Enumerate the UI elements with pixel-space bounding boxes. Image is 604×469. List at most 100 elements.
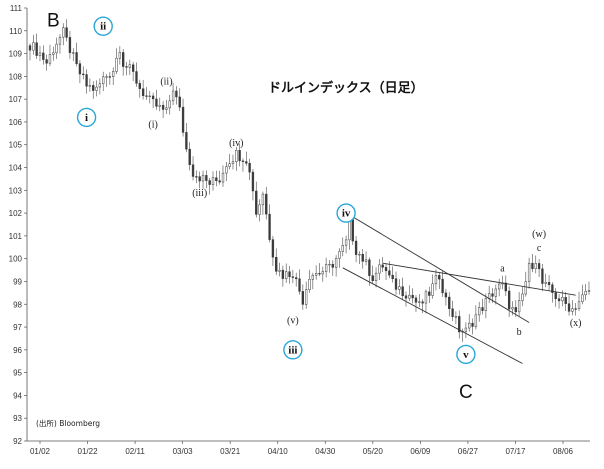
candle-body bbox=[228, 163, 231, 167]
candle-body bbox=[351, 219, 354, 242]
candle-body bbox=[68, 37, 72, 53]
y-tick-label: 97 bbox=[13, 323, 22, 332]
candle-body bbox=[581, 294, 584, 303]
candle-body bbox=[381, 264, 384, 268]
x-tick-label: 05/20 bbox=[363, 447, 384, 456]
candle-body bbox=[75, 52, 78, 64]
candle-body bbox=[201, 175, 205, 182]
wave-label-circle bbox=[76, 107, 97, 128]
candle-body bbox=[348, 219, 351, 241]
candle-body bbox=[324, 264, 328, 272]
candle-body bbox=[32, 42, 35, 51]
candle-body bbox=[241, 160, 245, 162]
candle-body bbox=[354, 240, 358, 255]
wave-label-iii: iii bbox=[288, 344, 297, 356]
candle-body bbox=[161, 104, 165, 110]
candle-body bbox=[544, 282, 547, 284]
y-tick-label: 98 bbox=[13, 300, 22, 309]
candle-body bbox=[78, 63, 82, 75]
candle-body bbox=[168, 100, 171, 109]
candle-body bbox=[321, 271, 324, 275]
candle-body bbox=[98, 83, 102, 88]
candle-body bbox=[198, 176, 201, 182]
candle-body bbox=[471, 322, 474, 327]
x-tick-label: 04/30 bbox=[315, 447, 336, 456]
candle-body bbox=[537, 263, 541, 270]
candle-body bbox=[298, 278, 301, 292]
candle-body bbox=[122, 52, 125, 67]
wave-label-v: (v) bbox=[287, 316, 299, 327]
candle-body bbox=[554, 292, 557, 299]
candle-body bbox=[238, 150, 241, 162]
candle-body bbox=[551, 284, 554, 293]
candlestick-series bbox=[28, 19, 591, 342]
candle-body bbox=[378, 264, 381, 274]
candle-body bbox=[35, 42, 38, 56]
candle-body bbox=[151, 95, 155, 100]
candle-body bbox=[55, 43, 58, 54]
candle-body bbox=[165, 107, 168, 110]
candle-body bbox=[318, 273, 321, 275]
candle-body bbox=[567, 303, 571, 312]
y-tick-label: 110 bbox=[9, 27, 22, 36]
candle-body bbox=[424, 291, 428, 304]
source-note: (出所) Bloomberg bbox=[36, 418, 100, 428]
candle-body bbox=[547, 282, 551, 285]
candle-body bbox=[441, 278, 444, 294]
candle-body bbox=[334, 258, 338, 268]
candle-body bbox=[454, 316, 458, 318]
candle-body bbox=[221, 172, 225, 183]
candle-body bbox=[504, 282, 507, 292]
candle-body bbox=[374, 272, 378, 281]
candle-body bbox=[418, 301, 421, 303]
candle-body bbox=[531, 262, 534, 270]
candle-body bbox=[258, 204, 261, 215]
candle-body bbox=[444, 292, 448, 298]
y-tick-label: 101 bbox=[9, 232, 23, 241]
candle-body bbox=[411, 294, 414, 299]
y-tick-label: 96 bbox=[13, 346, 22, 355]
candle-body bbox=[341, 244, 344, 252]
candle-body bbox=[587, 290, 591, 292]
candle-body bbox=[42, 52, 45, 60]
x-tick-label: 03/21 bbox=[220, 447, 241, 456]
candle-body bbox=[118, 52, 122, 59]
candle-body bbox=[574, 308, 577, 310]
candle-body bbox=[391, 274, 394, 279]
candle-body bbox=[128, 64, 131, 68]
candle-body bbox=[371, 275, 374, 281]
candle-body bbox=[175, 90, 178, 98]
wave-label-circle bbox=[283, 340, 303, 360]
chart-title: ドルインデックス（日足） bbox=[268, 80, 424, 96]
y-tick-label: 95 bbox=[13, 369, 22, 378]
candle-body bbox=[92, 85, 95, 91]
x-tick-label: 06/09 bbox=[410, 447, 431, 456]
candle-body bbox=[514, 307, 517, 313]
wave-label-B: B bbox=[47, 10, 60, 31]
candle-body bbox=[52, 52, 55, 55]
wave-label-x: (x) bbox=[570, 318, 582, 329]
chart-axes bbox=[26, 8, 590, 442]
candle-body bbox=[261, 193, 265, 206]
candle-body bbox=[328, 263, 331, 266]
candle-body bbox=[557, 298, 561, 302]
candle-body bbox=[388, 270, 391, 276]
y-tick-label: 100 bbox=[9, 255, 23, 264]
y-tick-label: 107 bbox=[9, 95, 23, 104]
x-axis-ticks: 01/02 01/22 02/11 03/03 03/21 04/10 04/30 05/20… bbox=[30, 441, 574, 456]
candle-body bbox=[85, 74, 88, 87]
y-tick-label: 99 bbox=[13, 277, 22, 286]
candle-body bbox=[108, 76, 112, 78]
candle-body bbox=[448, 296, 451, 310]
wave-label-b: b bbox=[517, 327, 522, 338]
candle-body bbox=[295, 277, 298, 280]
candle-body bbox=[484, 298, 488, 311]
candle-body bbox=[474, 314, 478, 327]
wave-label-circle bbox=[456, 344, 476, 365]
x-tick-label: 01/02 bbox=[30, 447, 51, 456]
candle-body bbox=[338, 251, 341, 259]
candle-body bbox=[311, 275, 314, 280]
candle-body bbox=[301, 291, 305, 305]
candle-body bbox=[408, 294, 411, 299]
